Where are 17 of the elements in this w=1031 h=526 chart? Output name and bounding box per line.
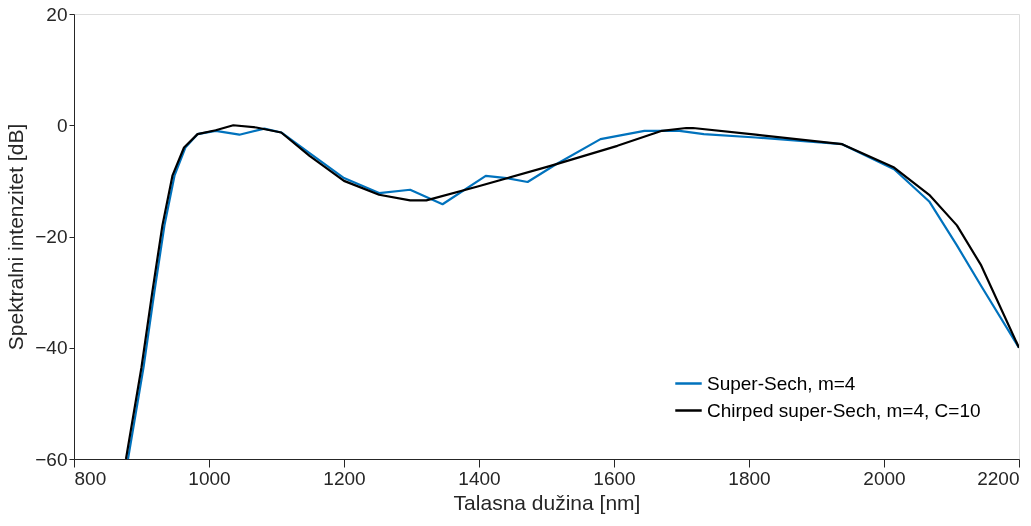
y-tick-label: 0: [56, 114, 68, 136]
x-tick-label: 2000: [863, 467, 906, 489]
y-tick-label: 20: [46, 3, 68, 25]
x-tick-label: 1400: [458, 467, 501, 489]
x-tick-label: 2200: [977, 467, 1020, 489]
y-axis-title: Spektralni intenzitet [dB]: [4, 123, 28, 351]
x-tick-label: 1000: [188, 467, 231, 489]
x-axis-title: Talasna dužina [nm]: [453, 490, 641, 514]
y-tick-label: −60: [35, 448, 68, 470]
y-tick-label: −40: [35, 337, 68, 359]
y-tick-label: −20: [35, 226, 68, 247]
x-tick-label: 1200: [323, 467, 366, 489]
x-tick-label: 800: [74, 467, 107, 489]
legend-label: Super-Sech, m=4: [707, 372, 856, 394]
legend-label: Chirped super-Sech, m=4, C=10: [707, 399, 981, 421]
x-tick-label: 1800: [728, 467, 771, 489]
x-tick-label: 1600: [593, 467, 636, 489]
